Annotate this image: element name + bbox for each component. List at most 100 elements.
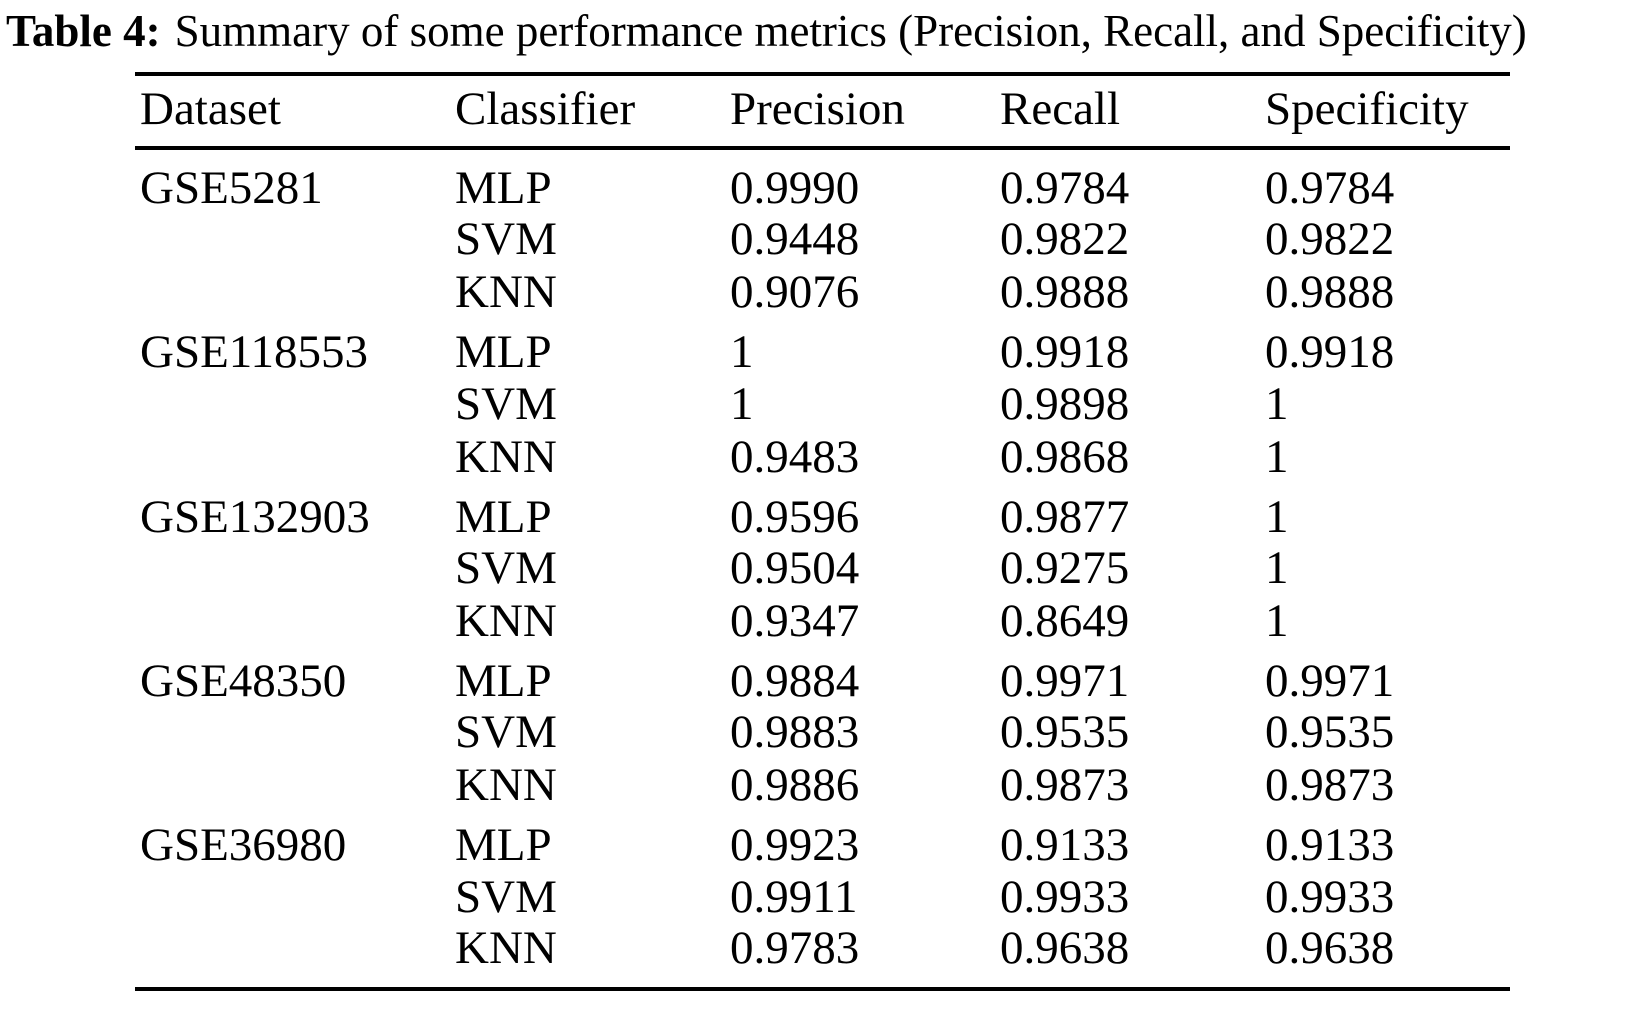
classifier-cell: MLP: [455, 655, 552, 708]
recall-cell: 0.9933: [1000, 870, 1130, 923]
recall-cell: 0.9275: [1000, 541, 1130, 594]
precision-cell: 0.9990: [730, 162, 860, 214]
dataset-cell: [135, 266, 450, 319]
specificity-cell: 0.9888: [1265, 266, 1395, 319]
precision-cell: 0.9596: [730, 490, 860, 543]
table-row: GSE118553 MLP 1 0.9918 0.9918: [135, 319, 1510, 379]
recall-cell: 0.9898: [1000, 377, 1130, 430]
dataset-cell: [135, 213, 450, 266]
specificity-cell: 1: [1265, 594, 1289, 647]
classifier-cell: SVM: [455, 377, 557, 430]
precision-cell: 0.9911: [730, 870, 858, 923]
precision-cell: 0.9347: [730, 594, 860, 647]
recall-cell: 0.8649: [1000, 594, 1130, 647]
precision-cell: 1: [730, 377, 754, 430]
table-row: GSE36980 MLP 0.9923 0.9133 0.9133: [135, 812, 1510, 872]
column-header-specificity: Specificity: [1265, 83, 1469, 135]
recall-cell: 0.9971: [1000, 655, 1130, 708]
dataset-cell: [135, 924, 450, 989]
specificity-cell: 0.9133: [1265, 819, 1395, 872]
recall-cell: 0.9638: [1000, 921, 1130, 974]
recall-cell: 0.9535: [1000, 706, 1130, 759]
table-row: SVM 1 0.9898 1: [135, 378, 1510, 431]
table-caption-number: Table 4:: [6, 6, 161, 56]
classifier-cell: MLP: [455, 490, 552, 543]
specificity-cell: 0.9638: [1265, 921, 1395, 974]
table-caption-text: Summary of some performance metrics (Pre…: [174, 6, 1527, 56]
column-header-dataset: Dataset: [140, 83, 281, 135]
specificity-cell: 1: [1265, 541, 1289, 594]
table-row: KNN 0.9347 0.8649 1: [135, 595, 1510, 648]
specificity-cell: 0.9873: [1265, 759, 1395, 812]
dataset-cell: GSE132903: [140, 490, 370, 543]
recall-cell: 0.9868: [1000, 430, 1130, 483]
recall-cell: 0.9877: [1000, 490, 1130, 543]
dataset-cell: [135, 595, 450, 648]
dataset-cell: GSE5281: [140, 162, 323, 214]
specificity-cell: 0.9535: [1265, 706, 1395, 759]
table-row: KNN 0.9076 0.9888 0.9888: [135, 266, 1510, 319]
table-row: SVM 0.9883 0.9535 0.9535: [135, 706, 1510, 759]
table-row: GSE132903 MLP 0.9596 0.9877 1: [135, 484, 1510, 542]
table-caption: Table 4: Summary of some performance metr…: [0, 0, 1625, 60]
classifier-cell: MLP: [455, 162, 552, 214]
dataset-cell: GSE118553: [140, 326, 369, 379]
column-header-classifier: Classifier: [455, 83, 636, 135]
classifier-cell: SVM: [455, 870, 557, 923]
table-row: KNN 0.9783 0.9638 0.9638: [135, 921, 1510, 989]
dataset-cell: [135, 431, 450, 484]
table-row: KNN 0.9483 0.9868 1: [135, 431, 1510, 484]
classifier-cell: SVM: [455, 541, 557, 594]
recall-cell: 0.9133: [1000, 819, 1130, 872]
performance-metrics-table: Dataset Classifier Precision Recall Spec…: [135, 72, 1510, 992]
specificity-cell: 0.9918: [1265, 326, 1395, 379]
precision-cell: 0.9448: [730, 213, 860, 266]
column-header-precision: Precision: [730, 83, 905, 135]
dataset-cell: GSE36980: [140, 819, 347, 872]
specificity-cell: 0.9784: [1265, 162, 1395, 214]
recall-cell: 0.9918: [1000, 326, 1130, 379]
specificity-cell: 0.9933: [1265, 870, 1395, 923]
precision-cell: 0.9076: [730, 266, 860, 319]
classifier-cell: SVM: [455, 213, 557, 266]
header-row: Dataset Classifier Precision Recall Spec…: [135, 74, 1510, 148]
classifier-cell: SVM: [455, 706, 557, 759]
table-row: GSE5281 MLP 0.9990 0.9784 0.9784: [135, 148, 1510, 213]
precision-cell: 0.9504: [730, 541, 860, 594]
precision-cell: 0.9923: [730, 819, 860, 872]
classifier-cell: KNN: [455, 594, 557, 647]
recall-cell: 0.9822: [1000, 213, 1130, 266]
table-row: SVM 0.9504 0.9275 1: [135, 542, 1510, 595]
dataset-cell: [135, 759, 450, 812]
dataset-cell: [135, 871, 450, 924]
classifier-cell: MLP: [455, 819, 552, 872]
classifier-cell: KNN: [455, 921, 557, 974]
specificity-cell: 1: [1265, 430, 1289, 483]
precision-cell: 0.9884: [730, 655, 860, 708]
column-header-recall: Recall: [1000, 83, 1121, 135]
table-row: KNN 0.9886 0.9873 0.9873: [135, 759, 1510, 812]
precision-cell: 0.9886: [730, 759, 860, 812]
specificity-cell: 1: [1265, 377, 1289, 430]
precision-cell: 0.9483: [730, 430, 860, 483]
classifier-cell: KNN: [455, 430, 557, 483]
classifier-cell: MLP: [455, 326, 552, 379]
classifier-cell: KNN: [455, 759, 557, 812]
specificity-cell: 1: [1265, 490, 1289, 543]
precision-cell: 0.9783: [730, 921, 860, 974]
table-row: SVM 0.9911 0.9933 0.9933: [135, 871, 1510, 924]
precision-cell: 1: [730, 326, 754, 379]
table-row: SVM 0.9448 0.9822 0.9822: [135, 213, 1510, 266]
dataset-cell: GSE48350: [140, 655, 347, 708]
dataset-cell: [135, 706, 450, 759]
table-row: GSE48350 MLP 0.9884 0.9971 0.9971: [135, 648, 1510, 706]
specificity-cell: 0.9822: [1265, 213, 1395, 266]
dataset-cell: [135, 542, 450, 595]
recall-cell: 0.9888: [1000, 266, 1130, 319]
precision-cell: 0.9883: [730, 706, 860, 759]
dataset-cell: [135, 378, 450, 431]
recall-cell: 0.9873: [1000, 759, 1130, 812]
classifier-cell: KNN: [455, 266, 557, 319]
specificity-cell: 0.9971: [1265, 655, 1395, 708]
recall-cell: 0.9784: [1000, 162, 1130, 214]
